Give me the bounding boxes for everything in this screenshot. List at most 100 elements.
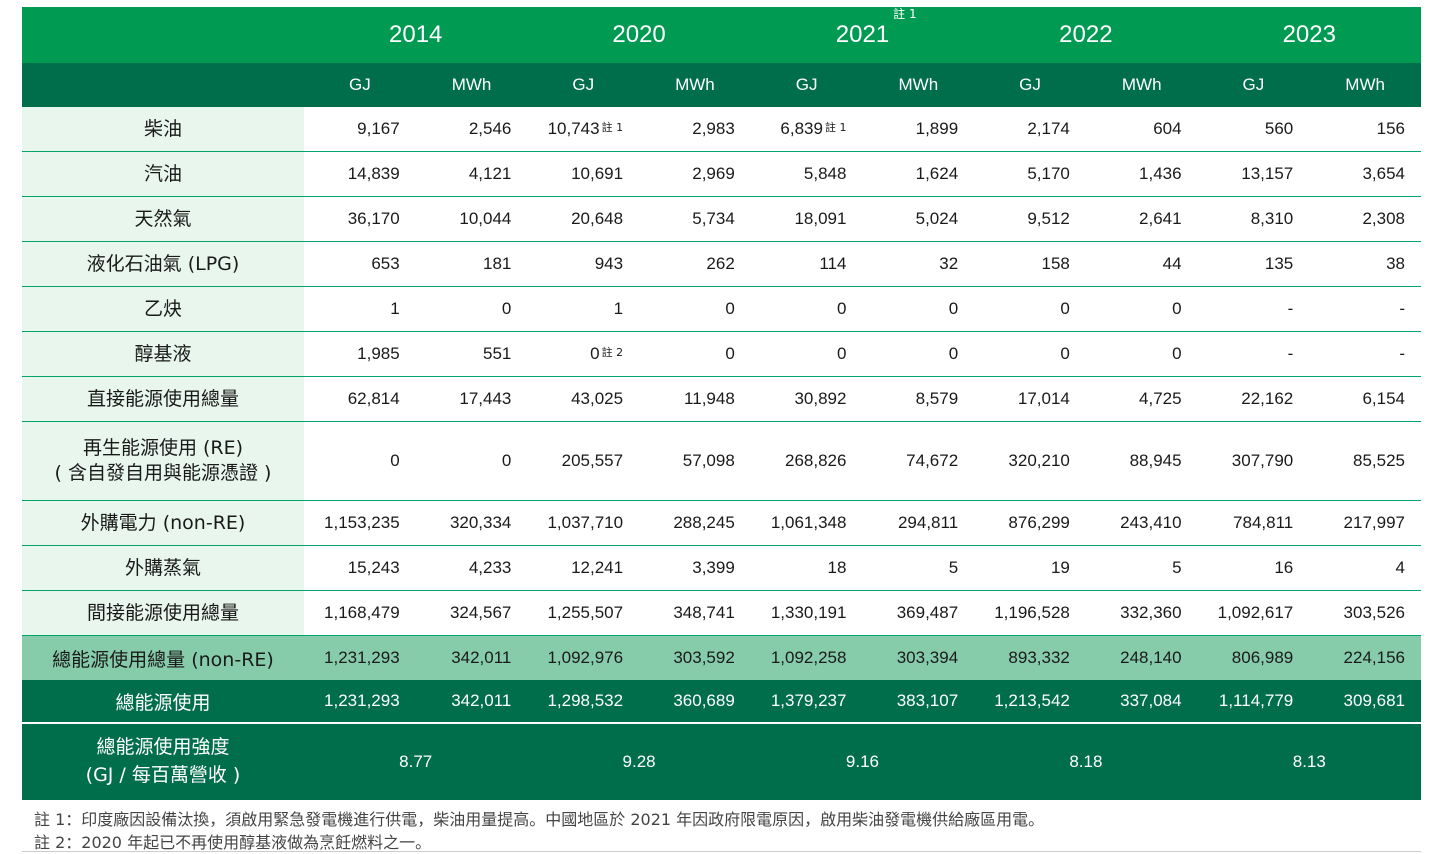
value-text: 1,196,528 (994, 603, 1070, 622)
value-text: 1,255,507 (547, 603, 624, 622)
year-label: 2022 (1059, 21, 1113, 48)
table-row: 乙炔 1 0 1 0 0 0 0 0 - - (22, 286, 1421, 332)
value-cell: 1 (527, 286, 640, 332)
row-label-line: 醇基液 (134, 342, 192, 365)
value-cell: 9,167 (304, 107, 416, 152)
value-cell: - (1309, 331, 1421, 377)
row-label: 天然氣 (22, 196, 304, 242)
value-cell: 6,839 註 1 (750, 107, 863, 152)
value-cell: 18 (750, 545, 863, 591)
value-cell: 337,084 (1085, 680, 1198, 723)
value-cell: 224,156 (1309, 635, 1421, 680)
row-label-line: 柴油 (143, 117, 182, 140)
value-text: 604 (1153, 119, 1182, 138)
value-text: 17,443 (459, 389, 512, 408)
value-text: 0 (837, 344, 847, 363)
value-cell: 5 (1085, 545, 1198, 591)
value-cell: 342,011 (415, 635, 528, 680)
row-label: 汽油 (22, 151, 304, 197)
value-cell: 551 (415, 331, 528, 377)
year-label: 2020 (612, 21, 666, 48)
value-text: - (1399, 299, 1405, 318)
value-cell: 784,811 (1197, 500, 1310, 546)
value-text: 0 (837, 299, 847, 318)
intensity-value: 9.16 (750, 722, 975, 800)
value-text: 9,167 (357, 119, 400, 138)
value-cell: 1 (304, 286, 416, 332)
value-text: 369,487 (896, 603, 959, 622)
value-cell: 893,332 (974, 635, 1086, 680)
year-label: 2021 註 1 (835, 7, 917, 48)
value-text: 18 (827, 558, 847, 577)
row-label-line: 再生能源使用 (RE) (82, 437, 244, 460)
year-label: 2014 (389, 21, 443, 48)
value-cell: 288,245 (639, 500, 751, 546)
value-text: 181 (483, 254, 512, 273)
value-cell: 1,379,237 (750, 680, 863, 723)
value-text: 5,848 (803, 164, 847, 183)
value-cell: 10,691 (527, 151, 640, 197)
value-text: 36,170 (347, 209, 400, 228)
value-cell: 2,174 (974, 107, 1086, 152)
value-cell: 307,790 (1197, 421, 1310, 501)
unit-corner (22, 63, 304, 107)
row-label-line: 間接能源使用總量 (86, 601, 239, 624)
value-cell: 11,948 (639, 376, 751, 422)
value-cell: 1,298,532 (527, 680, 640, 723)
value-text: 19 (1050, 558, 1070, 577)
value-text: 1,899 (915, 119, 959, 138)
row-label: 柴油 (22, 107, 304, 152)
value-text: 20,648 (571, 209, 624, 228)
value-text: 2,641 (1139, 209, 1182, 228)
value-text: 876,299 (1008, 513, 1070, 532)
value-cell: 4,725 (1085, 376, 1198, 422)
value-text: 324,567 (449, 603, 512, 622)
value-cell: 0 (1085, 331, 1198, 377)
row-label: 液化石油氣 (LPG) (22, 241, 304, 287)
value-cell: 1,153,235 (304, 500, 416, 546)
value-text: 262 (706, 254, 735, 273)
value-cell: 38 (1309, 241, 1421, 287)
table-row: 再生能源使用 (RE)( 含自發自用與能源憑證 ) 0 0 205,557 57,098… (22, 421, 1421, 501)
value-text: 6,839 (780, 119, 823, 138)
value-cell: 10,743 註 1 (527, 107, 640, 152)
value-cell: 1,231,293 (304, 635, 416, 680)
row-label: 外購蒸氣 (22, 545, 304, 591)
unit-header: MWh (862, 63, 975, 107)
value-text: 1,985 (357, 344, 400, 363)
value-text: - (1287, 299, 1294, 318)
value-text: 5,734 (692, 209, 735, 228)
value-cell: 15,243 (304, 545, 416, 591)
value-cell: 57,098 (639, 421, 751, 501)
value-text: 1,330,191 (770, 603, 847, 622)
value-cell: 22,162 (1197, 376, 1310, 422)
value-text: 1,061,348 (770, 513, 847, 532)
row-label: 醇基液 (22, 331, 304, 377)
value-text: 0 (590, 344, 600, 363)
value-cell: 360,689 (639, 680, 751, 723)
value-text: 0 (390, 451, 400, 470)
value-cell: 5,848 (750, 151, 863, 197)
year-label: 2023 (1282, 21, 1336, 48)
value-cell: 12,241 (527, 545, 640, 591)
value-text: 15,243 (347, 558, 400, 577)
header-corner (22, 7, 304, 63)
value-text: 0 (1060, 344, 1070, 363)
unit-header: GJ (750, 63, 863, 107)
intensity-value: 8.77 (304, 722, 528, 800)
value-text: 1,092,617 (1217, 603, 1294, 622)
table-row: 液化石油氣 (LPG) 653 181 943 262 114 32 158 44 135 38 (22, 241, 1421, 287)
row-label-line: 外購電力 (non-RE) (80, 511, 246, 534)
unit-header-row: GJ MWh GJ MWh GJ MWh GJ MWh GJ MWh (22, 63, 1421, 107)
value-cell: 1,168,479 (304, 590, 416, 636)
value-cell: 2,546 (415, 107, 528, 152)
value-cell: 205,557 (527, 421, 640, 501)
value-cell: 1,899 (862, 107, 975, 152)
value-text: 43,025 (571, 389, 624, 408)
value-text: 348,741 (673, 603, 735, 622)
value-cell: 309,681 (1309, 680, 1421, 723)
value-text: 1 (390, 299, 400, 318)
value-text: 320,334 (449, 513, 512, 532)
value-cell: 943 (527, 241, 640, 287)
row-label: 總能源使用強度 (GJ / 每百萬營收 ) (22, 722, 304, 800)
